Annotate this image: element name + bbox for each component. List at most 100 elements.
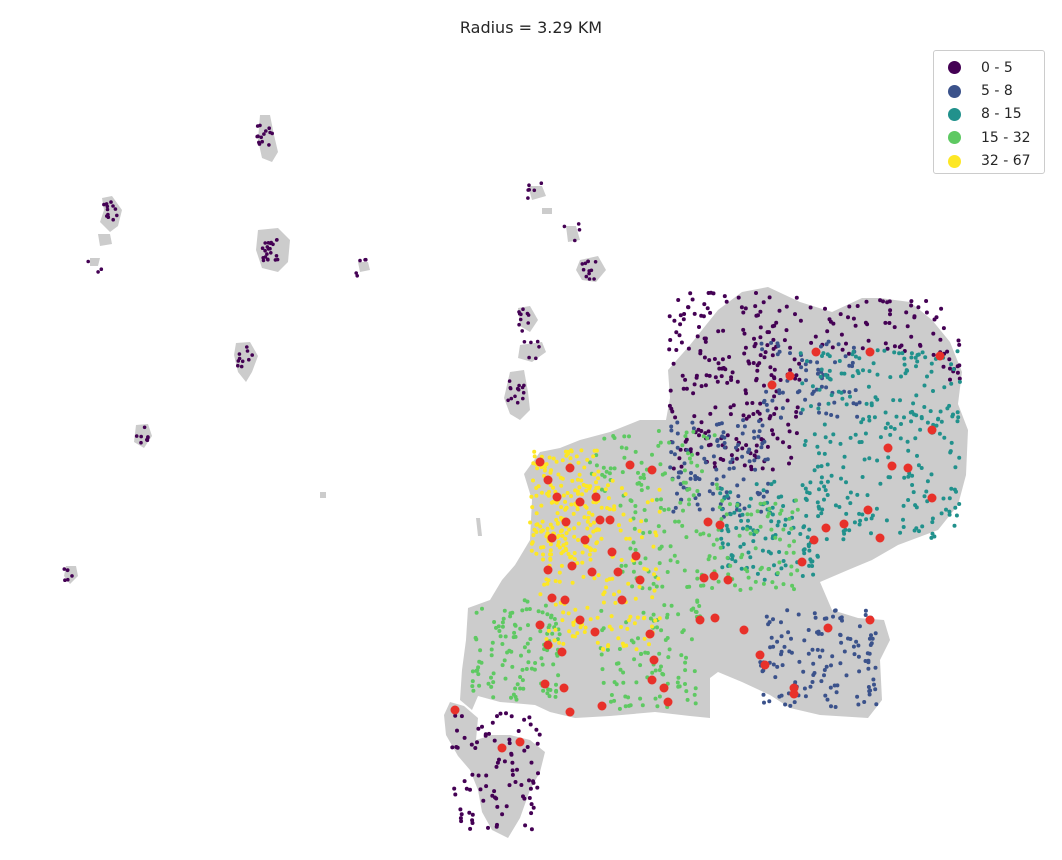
map-point xyxy=(928,409,933,414)
map-point xyxy=(612,466,617,471)
map-point xyxy=(607,577,612,582)
map-point xyxy=(830,654,835,659)
map-point xyxy=(659,544,664,549)
map-point xyxy=(728,502,732,507)
map-point xyxy=(857,624,862,629)
map-point xyxy=(687,584,692,589)
map-point xyxy=(779,508,784,513)
map-point xyxy=(875,458,880,463)
map-point xyxy=(780,663,785,668)
map-point xyxy=(906,448,911,453)
map-point xyxy=(914,364,918,369)
map-point xyxy=(779,566,784,571)
map-point xyxy=(769,519,774,524)
map-point xyxy=(265,252,269,256)
map-point xyxy=(653,668,658,673)
map-point xyxy=(111,204,115,208)
map-point xyxy=(903,371,908,376)
map-point xyxy=(532,454,537,459)
map-point xyxy=(453,713,458,718)
map-point xyxy=(757,411,762,416)
map-point xyxy=(661,672,666,677)
map-point xyxy=(656,524,661,529)
map-point xyxy=(587,271,591,276)
map-point xyxy=(702,302,707,307)
map-point xyxy=(648,616,653,621)
map-point xyxy=(776,495,781,500)
map-point xyxy=(866,666,871,671)
map-point xyxy=(732,510,737,515)
map-point xyxy=(654,584,659,589)
map-point xyxy=(786,422,791,427)
map-point xyxy=(734,437,739,441)
map-point xyxy=(810,391,815,396)
map-point xyxy=(619,445,624,450)
map-point xyxy=(678,322,683,327)
map-point xyxy=(690,297,695,302)
map-point xyxy=(863,613,868,617)
map-point xyxy=(529,827,534,832)
map-point xyxy=(146,435,150,439)
map-point xyxy=(663,471,667,476)
highlight-point xyxy=(723,575,733,585)
map-point xyxy=(825,462,830,467)
map-point xyxy=(810,384,815,389)
map-point xyxy=(888,475,892,480)
map-point xyxy=(601,680,606,685)
map-point xyxy=(815,647,820,652)
map-point xyxy=(755,363,760,368)
map-point xyxy=(617,523,621,528)
map-point xyxy=(495,804,500,809)
map-point xyxy=(573,607,578,612)
highlight-point xyxy=(625,460,635,470)
map-point xyxy=(522,383,526,388)
map-point xyxy=(929,472,934,477)
map-point xyxy=(733,583,737,588)
map-point xyxy=(476,773,481,778)
map-point xyxy=(569,494,573,499)
map-point xyxy=(752,435,757,440)
map-point xyxy=(892,426,897,431)
map-point xyxy=(810,559,815,564)
map-point xyxy=(684,437,689,442)
map-point xyxy=(760,548,765,553)
map-point xyxy=(839,615,844,620)
map-point xyxy=(489,675,493,680)
map-point xyxy=(725,433,730,438)
map-point xyxy=(920,350,925,355)
map-point xyxy=(803,486,808,491)
map-point xyxy=(624,536,629,541)
map-point xyxy=(517,310,521,314)
map-point xyxy=(721,474,726,479)
map-point xyxy=(509,695,513,700)
map-point xyxy=(843,527,848,532)
map-point xyxy=(808,305,813,310)
map-point xyxy=(480,724,484,729)
map-point xyxy=(788,345,793,350)
map-point xyxy=(768,645,773,650)
legend-item: 5 - 8 xyxy=(948,79,1044,102)
map-point xyxy=(936,416,941,421)
map-point xyxy=(778,537,782,542)
map-point xyxy=(779,415,783,420)
map-point xyxy=(864,299,869,304)
map-point xyxy=(839,390,844,395)
map-point xyxy=(753,341,758,346)
map-point xyxy=(883,320,888,325)
map-point xyxy=(909,303,914,308)
map-point xyxy=(546,625,551,630)
map-point xyxy=(529,494,534,499)
map-point xyxy=(706,557,711,562)
map-point xyxy=(534,727,539,732)
island xyxy=(358,262,370,272)
map-point xyxy=(914,413,919,418)
map-point xyxy=(644,518,648,523)
map-point xyxy=(853,432,858,437)
map-point xyxy=(568,456,573,461)
map-point xyxy=(513,686,518,691)
map-point xyxy=(647,586,652,591)
highlight-point xyxy=(565,463,575,473)
map-point xyxy=(819,632,824,636)
map-point xyxy=(261,258,266,263)
